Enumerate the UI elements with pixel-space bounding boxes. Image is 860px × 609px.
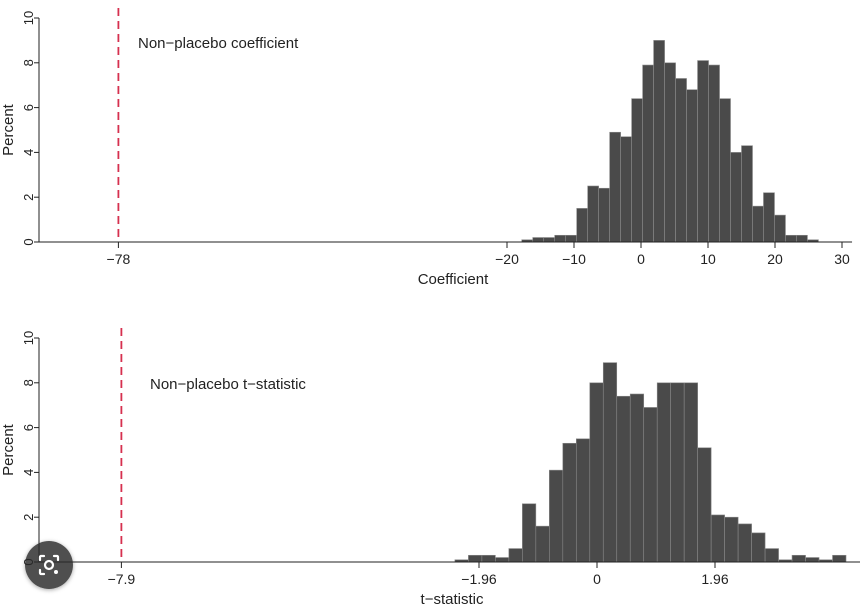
panel-2-x-tick-label: 0 [593,571,601,587]
panel-1-x-tick-label: 0 [637,251,645,267]
panel-1-histogram-bar [741,145,753,243]
panel-2-y-tick-label: 4 [21,469,36,476]
google-lens-button[interactable] [25,541,73,589]
panel-2-histogram-bar [832,554,847,563]
panel-2-reference-annotation: Non−placebo t−statistic [150,376,306,393]
panel-1-histogram-bar [631,98,643,243]
panel-2-histogram-bar [535,525,550,563]
panel-2-histogram-bar [710,514,725,563]
panel-2-histogram-bar [562,442,577,563]
panel-1-histogram-bar [763,192,775,243]
panel-1-x-tick-label: −10 [562,251,586,267]
panel-2-histogram-bar [643,407,658,563]
panel-2-histogram-bar [549,469,564,563]
panel-2-histogram-bar [616,395,631,563]
panel-1-histogram-bar [587,185,599,243]
panel-2-histogram-bar [737,523,752,563]
panel-1-reference-annotation: Non−placebo coefficient [138,35,299,52]
panel-2-histogram-bar [481,554,496,563]
panel-1-histogram-bar [675,78,687,243]
panel-2-histogram-bar [495,557,510,563]
panel-1-y-tick-label: 8 [21,59,36,66]
panel-2-histogram-bar [575,438,591,563]
panel-2-histogram-bar [629,393,645,563]
panel-2-histogram-bar [751,532,766,563]
panel-2-histogram-bar [697,447,712,563]
panel-2-x-tick-label: −1.96 [461,571,497,587]
panel-2-y-tick-label: 10 [21,331,36,345]
panel-2-histogram-bar [589,382,604,563]
panel-2-y-tick-label: 6 [21,424,36,431]
panel-1-x-tick-label: 10 [700,251,716,267]
panel-1-histogram-bar [730,152,742,243]
panel-2-histogram-bar [724,516,739,563]
panel-1-histogram-bar [620,136,632,243]
panel-1-y-tick-label: 6 [21,104,36,111]
panel-2-x-tick-label: −7.9 [108,571,136,587]
panel-1-y-tick-label: 10 [21,11,36,25]
panel-2-histogram-bar [656,382,671,563]
panel-1-y-tick-label: 4 [21,149,36,156]
panel-2-histogram-bar [683,382,698,563]
panel-1-histogram-bar [554,234,566,243]
panel-2-x-tick-label: 1.96 [701,571,728,587]
panel-1-x-tick-label: −78 [107,251,131,267]
panel-1-histogram-bar [565,234,577,243]
google-lens-icon [38,554,60,576]
panel-2-y-tick-label: 2 [21,514,36,521]
panel-1-histogram-bar [697,60,709,243]
panel-2-histogram-bar [805,557,820,563]
panel-1-y-tick-label: 0 [21,238,36,245]
panel-2-y-axis-label: Percent [0,423,17,476]
panel-1-y-tick-label: 2 [21,194,36,201]
panel-2-histogram-bar [670,382,685,563]
panel-2-histogram-bar [522,503,537,563]
panel-1-histogram-bar [642,64,654,243]
panel-1-x-axis-label: Coefficient [418,271,489,288]
panel-1-y-axis-label: Percent [0,103,17,156]
panel-1-histogram-bar [664,62,676,243]
panel-2-y-tick-label: 8 [21,379,36,386]
panel-2-x-axis-label: t−statistic [421,591,484,608]
panel-1-histogram-bar [598,187,610,243]
panel-1-histogram-bar [708,64,720,243]
panel-1-histogram-bar [796,234,808,243]
panel-1-histogram-bar [532,237,545,243]
panel-1-x-tick-label: 30 [834,251,850,267]
panel-2-histogram-bar [508,548,523,563]
panel-1-histogram-bar [543,237,556,243]
panel-2-histogram-bar [791,554,806,563]
panel-1-x-tick-label: 20 [767,251,783,267]
panel-1-histogram-bar [774,214,786,243]
panel-2-histogram-bar [468,554,483,563]
panel-1-x-tick-label: −20 [495,251,519,267]
panel-1-histogram-bar [719,98,731,243]
panel-1-histogram-bar [785,234,797,243]
panel-1-histogram-bar [609,131,621,243]
panel-1-histogram-bar [752,205,764,243]
panel-1-histogram-bar [653,40,665,243]
panel-2-histogram-bar [764,548,779,563]
panel-1-histogram-bar [686,89,698,243]
panel-1-histogram-bar [576,208,588,243]
panel-2-histogram-bar [602,362,618,563]
